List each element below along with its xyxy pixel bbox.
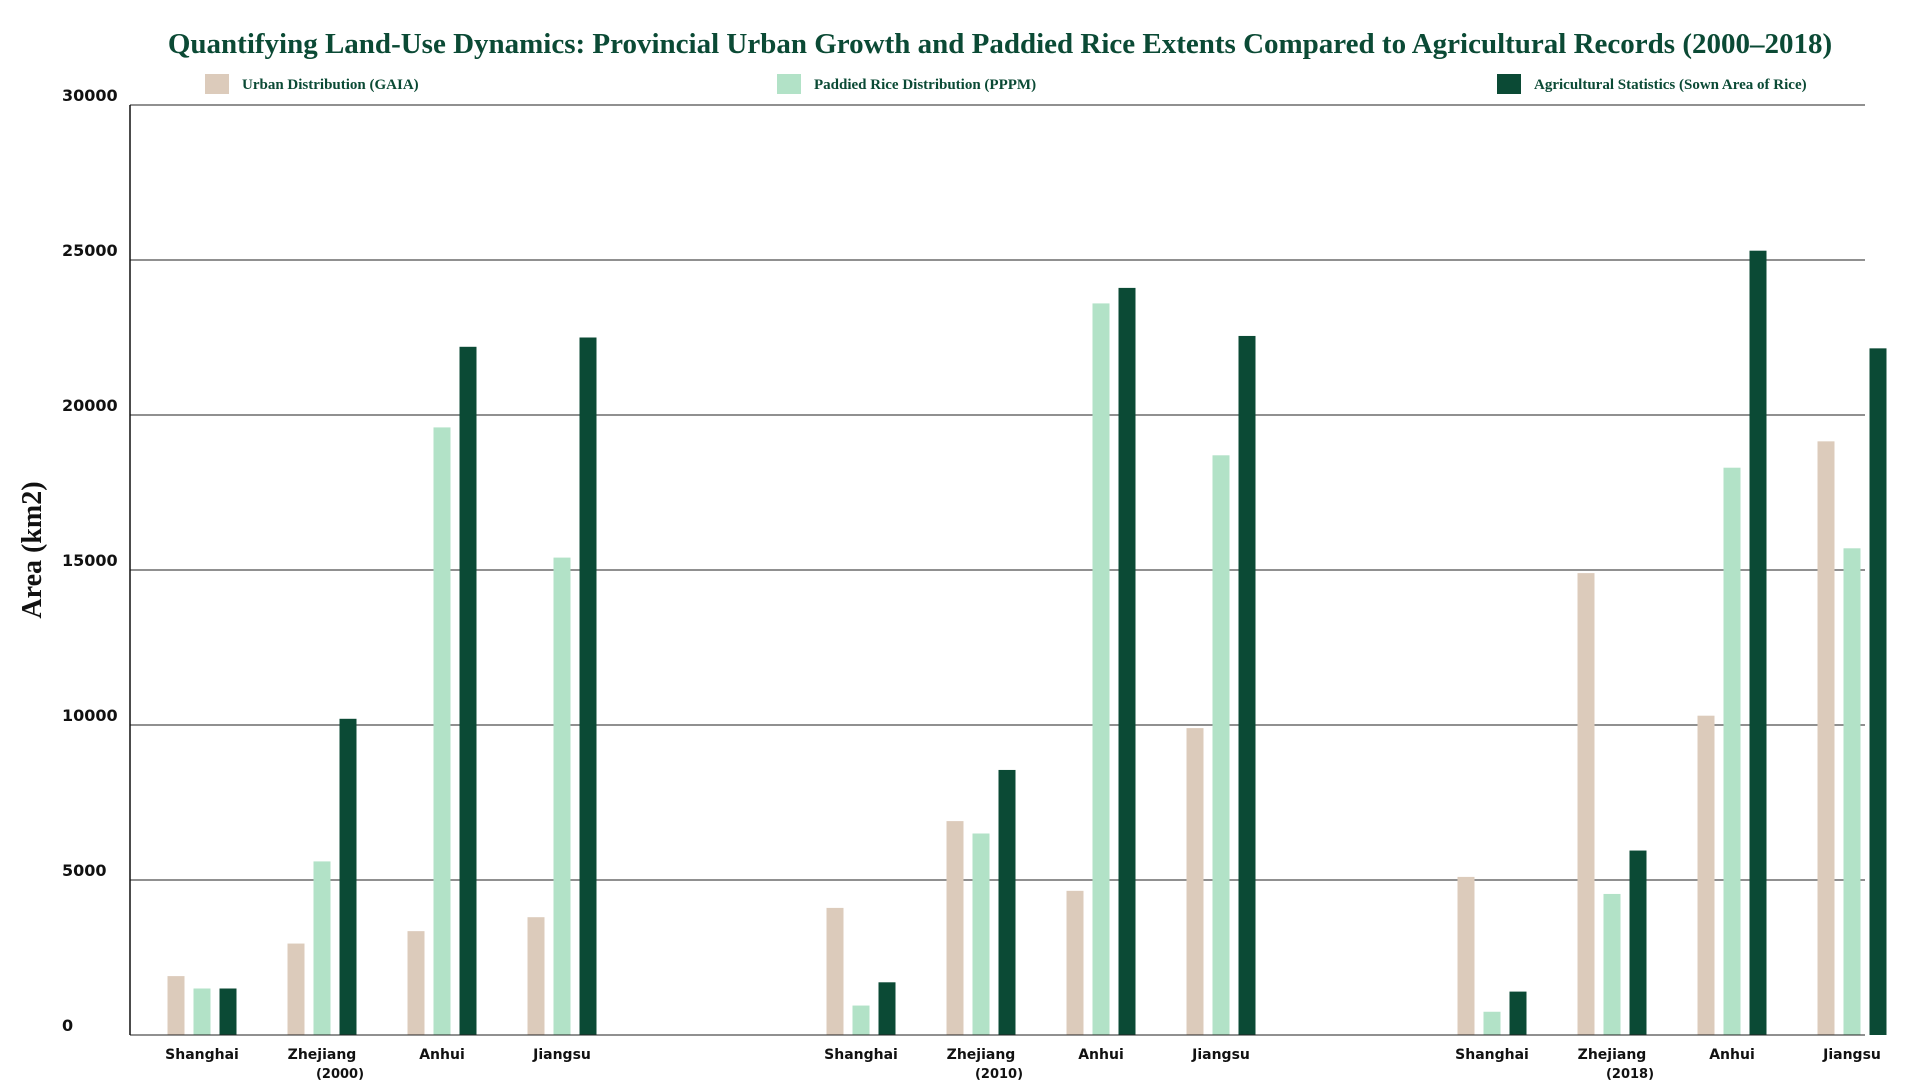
x-tick-label: Zhejiang	[947, 1047, 1016, 1063]
bar	[826, 907, 844, 1035]
bar	[313, 861, 331, 1035]
y-tick-label: 25000	[62, 241, 118, 260]
bar	[878, 982, 896, 1035]
x-tick-label: Shanghai	[1455, 1047, 1529, 1063]
x-tick-label: Jiangsu	[1191, 1047, 1250, 1063]
x-tick-label: Shanghai	[824, 1047, 898, 1063]
x-tick-label: Anhui	[1709, 1047, 1755, 1063]
x-tick-label: Jiangsu	[1822, 1047, 1881, 1063]
bar	[1629, 850, 1647, 1035]
y-tick-label: 0	[62, 1016, 73, 1035]
legend-swatch	[205, 74, 229, 94]
bar	[579, 337, 597, 1035]
x-tick-label: Anhui	[419, 1047, 465, 1063]
bar	[1238, 335, 1256, 1035]
bar	[459, 346, 477, 1035]
bar	[167, 976, 185, 1035]
bar	[193, 988, 211, 1035]
x-tick-label: Anhui	[1078, 1047, 1124, 1063]
x-tick-label: Shanghai	[165, 1047, 239, 1063]
bar	[339, 718, 357, 1035]
y-tick-label: 10000	[62, 706, 118, 725]
x-tick-label: Zhejiang	[288, 1047, 357, 1063]
y-tick-label: 15000	[62, 551, 118, 570]
group-label: (2000)	[316, 1067, 364, 1080]
gridlines	[130, 104, 1865, 881]
x-tick-label: Zhejiang	[1578, 1047, 1647, 1063]
bar	[527, 917, 545, 1035]
bar	[553, 557, 571, 1035]
bar	[998, 769, 1016, 1035]
bar	[946, 821, 964, 1035]
bar	[1483, 1011, 1501, 1035]
group-label: (2010)	[975, 1067, 1023, 1080]
bar	[1186, 728, 1204, 1035]
bar	[1118, 287, 1136, 1035]
bar	[1577, 573, 1595, 1035]
legend-swatch	[1497, 74, 1521, 94]
legend-label: Paddied Rice Distribution (PPPM)	[814, 77, 1036, 93]
x-axis-ticks: Shanghai Zhejiang Anhui Jiangsu Shanghai Zhej…	[165, 1047, 1881, 1063]
y-tick-label: 20000	[62, 396, 118, 415]
bar	[972, 833, 990, 1035]
legend: Urban Distribution (GAIA) Paddied Rice Di…	[205, 74, 1807, 94]
bar	[1749, 250, 1767, 1035]
legend-swatch	[777, 74, 801, 94]
bar	[1869, 348, 1887, 1036]
bar	[287, 943, 305, 1035]
bar	[1817, 441, 1835, 1036]
bar	[1066, 890, 1084, 1035]
y-tick-label: 30000	[62, 86, 118, 105]
bar	[852, 1005, 870, 1035]
group-labels: (2000) (2010) (2018)	[316, 1067, 1654, 1080]
bar	[1697, 715, 1715, 1035]
bar	[1603, 893, 1621, 1035]
chart-title: Quantifying Land-Use Dynamics: Provincia…	[168, 28, 1832, 60]
group-label: (2018)	[1606, 1067, 1654, 1080]
bar	[1723, 467, 1741, 1035]
legend-label: Agricultural Statistics (Sown Area of Ri…	[1534, 77, 1807, 93]
bar	[407, 931, 425, 1035]
bar	[1212, 455, 1230, 1035]
bar	[1509, 991, 1527, 1035]
legend-label: Urban Distribution (GAIA)	[242, 77, 419, 93]
bar	[1843, 548, 1861, 1035]
bars	[167, 250, 1887, 1036]
y-axis-label: Area (km2)	[17, 481, 48, 618]
x-tick-label: Jiangsu	[532, 1047, 591, 1063]
bar	[1457, 876, 1475, 1035]
bar	[433, 427, 451, 1035]
y-tick-label: 5000	[62, 861, 107, 880]
bar	[219, 988, 237, 1035]
bar	[1092, 303, 1110, 1035]
y-axis-ticks: 0 5000 10000 15000 20000 25000 30000	[62, 86, 118, 1035]
